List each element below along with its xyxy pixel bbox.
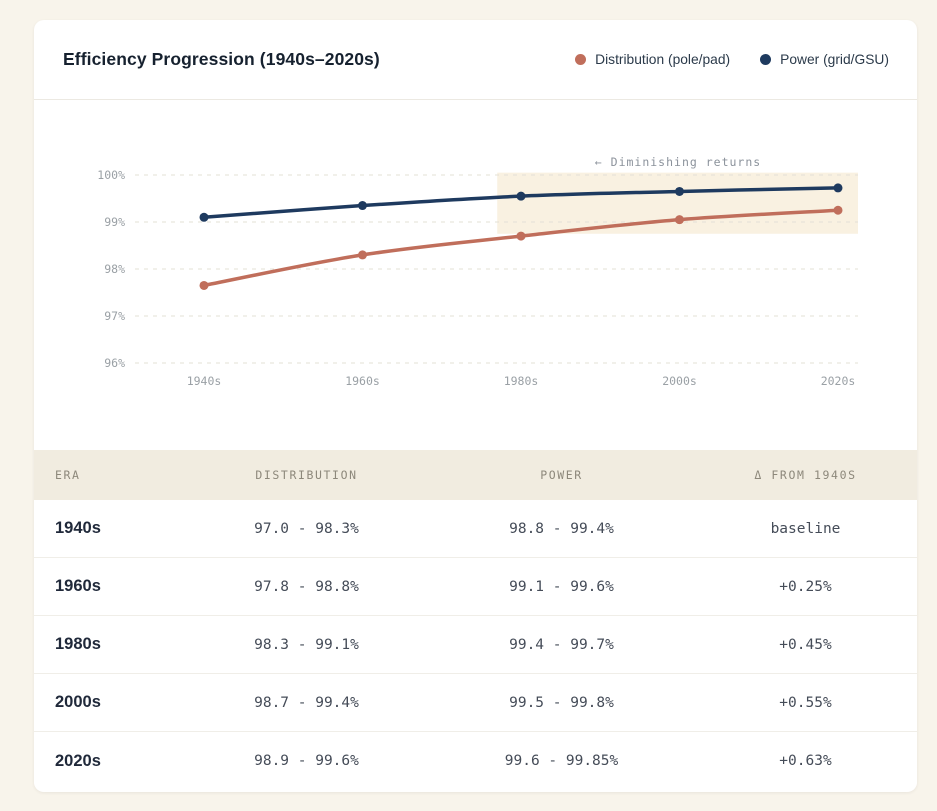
- delta-cell: +0.63%: [779, 753, 832, 769]
- column-header-power: POWER: [540, 468, 583, 482]
- column-header-delta: Δ FROM 1940S: [754, 468, 857, 482]
- legend-label: Power (grid/GSU): [780, 52, 889, 67]
- power-dot-icon: [760, 54, 772, 65]
- power-cell: 99.1 - 99.6%: [509, 578, 614, 595]
- y-axis-tick: 99%: [104, 215, 125, 229]
- data-point[interactable]: [199, 280, 209, 290]
- distribution-cell: 97.0 - 98.3%: [254, 520, 359, 537]
- table-row: 1960s 97.8 - 98.8% 99.1 - 99.6% +0.25%: [34, 558, 917, 616]
- power-cell: 98.8 - 99.4%: [509, 520, 614, 537]
- table-row: 1980s 98.3 - 99.1% 99.4 - 99.7% +0.45%: [34, 616, 917, 674]
- delta-cell: +0.25%: [779, 578, 832, 595]
- x-axis-tick: 1960s: [345, 374, 380, 388]
- x-axis-tick: 2020s: [821, 374, 856, 388]
- distribution-dot-icon: [575, 54, 587, 65]
- x-axis-tick: 2000s: [662, 374, 697, 388]
- distribution-cell: 97.8 - 98.8%: [254, 578, 359, 595]
- y-axis-tick: 97%: [104, 309, 125, 323]
- delta-cell: +0.45%: [779, 636, 832, 653]
- data-point[interactable]: [675, 186, 684, 196]
- power-cell: 99.4 - 99.7%: [509, 636, 614, 653]
- data-point[interactable]: [675, 215, 684, 225]
- column-header-distribution: DISTRIBUTION: [255, 468, 358, 482]
- era-table: ERA DISTRIBUTION POWER Δ FROM 1940S 1940…: [34, 450, 917, 790]
- table-row: 2000s 98.7 - 99.4% 99.5 - 99.8% +0.55%: [34, 674, 917, 732]
- x-axis-tick: 1980s: [504, 374, 539, 388]
- chart-svg: 96% 97% 98% 99% 100% 1940s 1960s 1980s 2000s 2020…: [97, 155, 858, 388]
- table-row: 1940s 97.0 - 98.3% 98.8 - 99.4% baseline: [34, 500, 917, 558]
- page-title: Efficiency Progression (1940s–2020s): [63, 49, 380, 69]
- data-point[interactable]: [358, 201, 367, 211]
- table-header-row: ERA DISTRIBUTION POWER Δ FROM 1940S: [34, 450, 917, 500]
- era-cell: 2020s: [55, 751, 101, 770]
- era-cell: 1980s: [55, 635, 101, 653]
- y-axis-tick: 96%: [104, 356, 125, 370]
- power-cell: 99.6 - 99.85%: [504, 753, 619, 769]
- efficiency-card: Efficiency Progression (1940s–2020s) Dis…: [34, 20, 917, 792]
- card-header: Efficiency Progression (1940s–2020s) Dis…: [34, 20, 917, 100]
- chart-legend: Distribution (pole/pad) Power (grid/GSU): [575, 52, 889, 67]
- era-cell: 1940s: [55, 519, 101, 537]
- line-chart: 96% 97% 98% 99% 100% 1940s 1960s 1980s 2000s 2020…: [34, 100, 917, 450]
- distribution-cell: 98.7 - 99.4%: [254, 694, 359, 711]
- diminishing-returns-annotation: ← Diminishing returns: [595, 155, 761, 169]
- column-header-era: ERA: [55, 468, 81, 482]
- y-axis-tick: 100%: [97, 168, 125, 182]
- data-point[interactable]: [833, 183, 843, 193]
- distribution-cell: 98.3 - 99.1%: [254, 636, 359, 653]
- data-point[interactable]: [199, 212, 209, 222]
- delta-cell: +0.55%: [779, 694, 832, 711]
- era-cell: 1960s: [55, 577, 101, 595]
- data-point[interactable]: [516, 191, 526, 201]
- era-cell: 2000s: [55, 693, 101, 711]
- legend-item-distribution[interactable]: Distribution (pole/pad): [575, 52, 730, 67]
- data-point[interactable]: [833, 205, 843, 215]
- delta-cell: baseline: [770, 520, 841, 537]
- data-point[interactable]: [358, 250, 367, 260]
- power-cell: 99.5 - 99.8%: [509, 694, 614, 711]
- distribution-cell: 98.9 - 99.6%: [254, 753, 359, 769]
- legend-label: Distribution (pole/pad): [595, 52, 731, 67]
- legend-item-power[interactable]: Power (grid/GSU): [760, 52, 889, 67]
- data-point[interactable]: [516, 231, 526, 241]
- table-row: 2020s 98.9 - 99.6% 99.6 - 99.85% +0.63%: [34, 732, 917, 790]
- x-axis-tick: 1940s: [187, 374, 222, 388]
- y-axis-tick: 98%: [104, 262, 125, 276]
- diminishing-returns-band: [497, 172, 858, 234]
